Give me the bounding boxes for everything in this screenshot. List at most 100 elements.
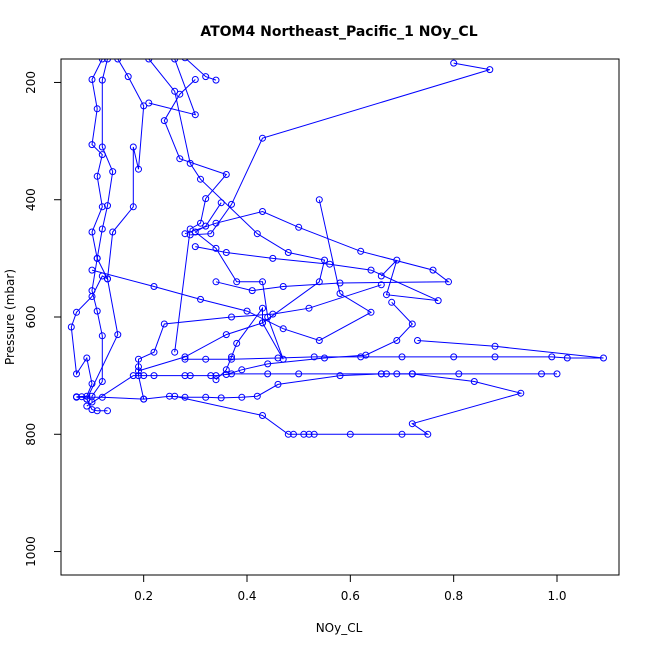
data-point <box>238 393 246 401</box>
series-14 <box>181 208 452 295</box>
data-point <box>310 430 318 438</box>
data-point <box>135 165 142 173</box>
data-point <box>217 394 225 402</box>
series-line <box>174 373 523 435</box>
data-point <box>202 73 210 81</box>
series-line <box>226 301 413 375</box>
series-line <box>91 199 373 342</box>
data-point <box>517 389 525 397</box>
data-point <box>212 372 220 380</box>
data-point <box>305 304 313 312</box>
data-point <box>259 278 266 286</box>
data-point <box>253 392 261 400</box>
data-point <box>98 393 106 401</box>
data-point <box>98 225 106 233</box>
data-point <box>98 59 106 63</box>
data-point <box>181 372 189 380</box>
series-8 <box>181 337 607 363</box>
data-point <box>408 320 416 328</box>
data-point <box>450 353 458 361</box>
data-point <box>129 203 137 211</box>
data-point <box>414 337 421 344</box>
data-point <box>284 430 292 438</box>
data-point <box>398 430 406 438</box>
data-point <box>191 76 199 83</box>
data-point <box>336 290 344 297</box>
series-line <box>76 284 382 400</box>
x-axis-label: NOy_CL <box>316 621 363 635</box>
data-point <box>88 380 96 388</box>
data-point <box>274 354 282 362</box>
data-point <box>88 76 96 83</box>
data-point <box>135 363 142 371</box>
data-point <box>93 172 101 180</box>
data-point <box>357 247 365 255</box>
data-point <box>315 337 323 344</box>
data-point <box>336 372 344 380</box>
data-point <box>104 202 111 210</box>
data-point <box>377 370 385 378</box>
data-point <box>181 355 189 363</box>
data-point <box>563 354 571 362</box>
y-tick-label: 200 <box>24 71 38 94</box>
data-point <box>269 310 277 318</box>
data-point <box>93 407 101 415</box>
data-point <box>450 59 458 67</box>
data-point <box>104 275 111 283</box>
y-tick-label: 800 <box>24 423 38 446</box>
data-point <box>135 367 142 375</box>
y-tick-label: 600 <box>24 306 38 329</box>
data-point <box>202 393 210 401</box>
series-3 <box>83 59 148 403</box>
data-point <box>124 73 132 81</box>
series-line <box>195 246 439 302</box>
data-point <box>171 59 179 63</box>
data-point <box>83 402 91 410</box>
data-point <box>191 111 199 119</box>
data-point <box>83 392 91 400</box>
data-point <box>233 339 241 347</box>
data-point <box>455 370 463 378</box>
data-point <box>259 319 266 327</box>
data-point <box>486 66 494 74</box>
data-point <box>171 348 179 356</box>
data-point <box>166 392 173 400</box>
data-point <box>259 208 266 215</box>
data-point <box>202 355 210 363</box>
data-point <box>88 228 96 236</box>
data-point <box>114 59 122 63</box>
data-point <box>93 307 101 315</box>
data-point <box>150 348 158 356</box>
data-point <box>253 230 261 238</box>
data-point <box>295 370 303 378</box>
data-point <box>176 155 184 163</box>
data-point <box>98 332 106 340</box>
data-point <box>212 76 220 84</box>
data-point <box>264 360 272 368</box>
data-point <box>538 370 545 378</box>
data-point <box>222 171 230 178</box>
plot-marks <box>67 59 607 438</box>
chart-title: ATOM4 Northeast_Pacific_1 NOy_CL <box>200 24 477 40</box>
data-point <box>222 366 230 374</box>
data-point <box>212 376 220 384</box>
data-point <box>408 370 416 378</box>
data-point <box>88 392 96 400</box>
data-point <box>202 195 210 203</box>
data-point <box>388 298 396 306</box>
data-point <box>181 353 189 361</box>
data-point <box>98 143 106 151</box>
data-point <box>243 307 251 315</box>
data-point <box>140 372 148 380</box>
x-tick-label: 1.0 <box>547 589 566 603</box>
data-point <box>145 59 153 63</box>
data-point <box>284 249 292 256</box>
data-point <box>93 254 101 262</box>
series-line <box>86 59 145 400</box>
data-point <box>434 297 442 305</box>
data-point <box>88 287 96 295</box>
data-point <box>222 371 230 378</box>
data-point <box>135 355 142 363</box>
data-point <box>228 200 235 208</box>
